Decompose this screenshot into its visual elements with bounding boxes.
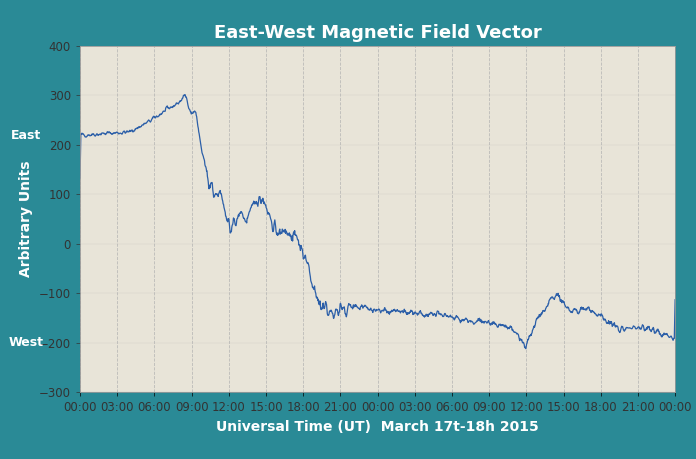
Text: East: East: [11, 129, 42, 141]
Title: East-West Magnetic Field Vector: East-West Magnetic Field Vector: [214, 23, 541, 42]
Text: West: West: [9, 336, 44, 349]
X-axis label: Universal Time (UT)  March 17t-18h 2015: Universal Time (UT) March 17t-18h 2015: [216, 420, 539, 434]
Y-axis label: Arbitrary Units: Arbitrary Units: [19, 161, 33, 277]
